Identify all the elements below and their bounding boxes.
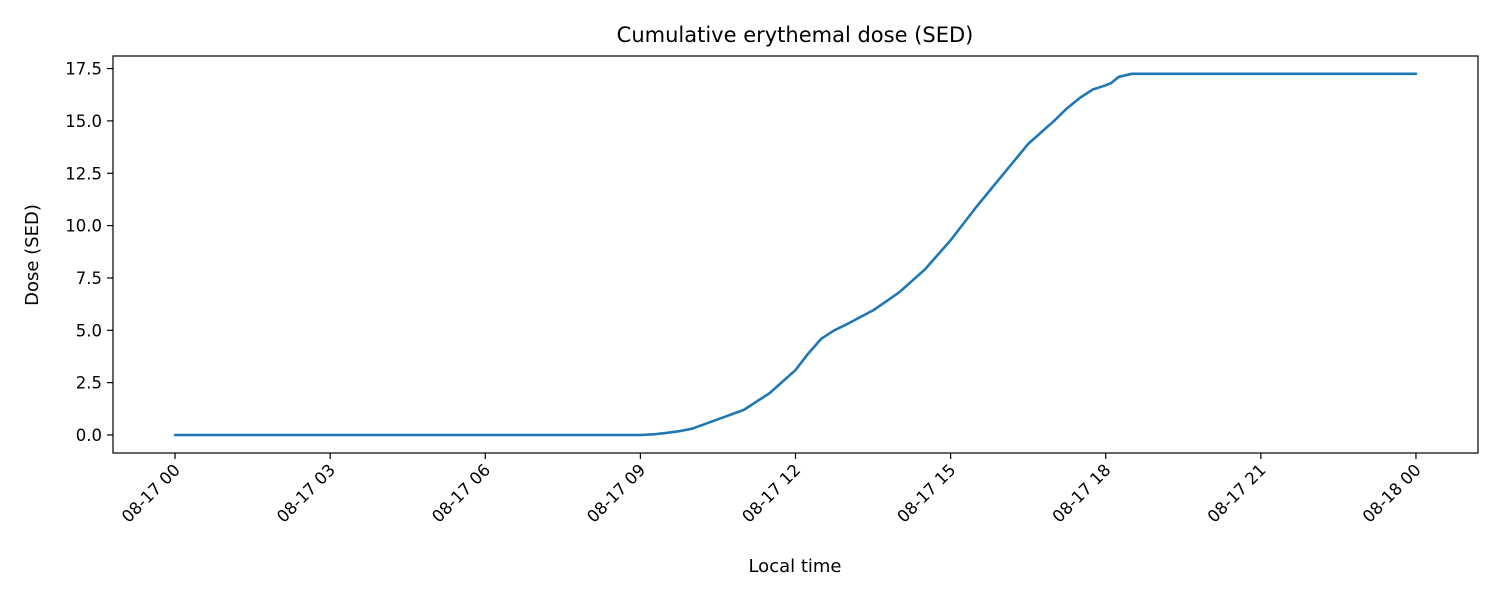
x-axis-label: Local time [748, 556, 841, 577]
y-tick-label: 7.5 [76, 269, 102, 288]
chart-title: Cumulative erythemal dose (SED) [617, 23, 974, 47]
x-tick-label: 08-17 12 [738, 460, 804, 526]
y-tick-label: 17.5 [65, 60, 102, 79]
x-tick-label: 08-17 15 [894, 460, 960, 526]
x-tick-label: 08-18 00 [1359, 460, 1425, 526]
y-tick-label: 12.5 [65, 164, 102, 183]
y-tick-label: 10.0 [65, 217, 102, 236]
dose-series-line [173, 72, 1418, 437]
y-axis-label: Dose (SED) [22, 204, 43, 306]
y-tick-label: 5.0 [76, 321, 102, 340]
x-tick-label: 08-17 18 [1049, 460, 1115, 526]
x-tick-label: 08-17 03 [273, 460, 339, 526]
x-tick-label: 08-17 06 [428, 460, 494, 526]
y-tick-label: 2.5 [76, 374, 102, 393]
y-axis: 0.0 2.5 5.0 7.5 10.0 12.5 15.0 17.5 [65, 60, 113, 445]
x-axis: 08-17 00 08-17 03 08-17 06 08-17 09 08-17 12… [118, 453, 1425, 526]
y-tick-label: 0.0 [76, 426, 102, 445]
y-tick-label: 15.0 [65, 112, 102, 131]
plot-frame [112, 55, 1479, 454]
x-tick-label: 08-17 21 [1204, 460, 1270, 526]
x-tick-label: 08-17 09 [583, 460, 649, 526]
x-tick-label: 08-17 00 [118, 460, 184, 526]
